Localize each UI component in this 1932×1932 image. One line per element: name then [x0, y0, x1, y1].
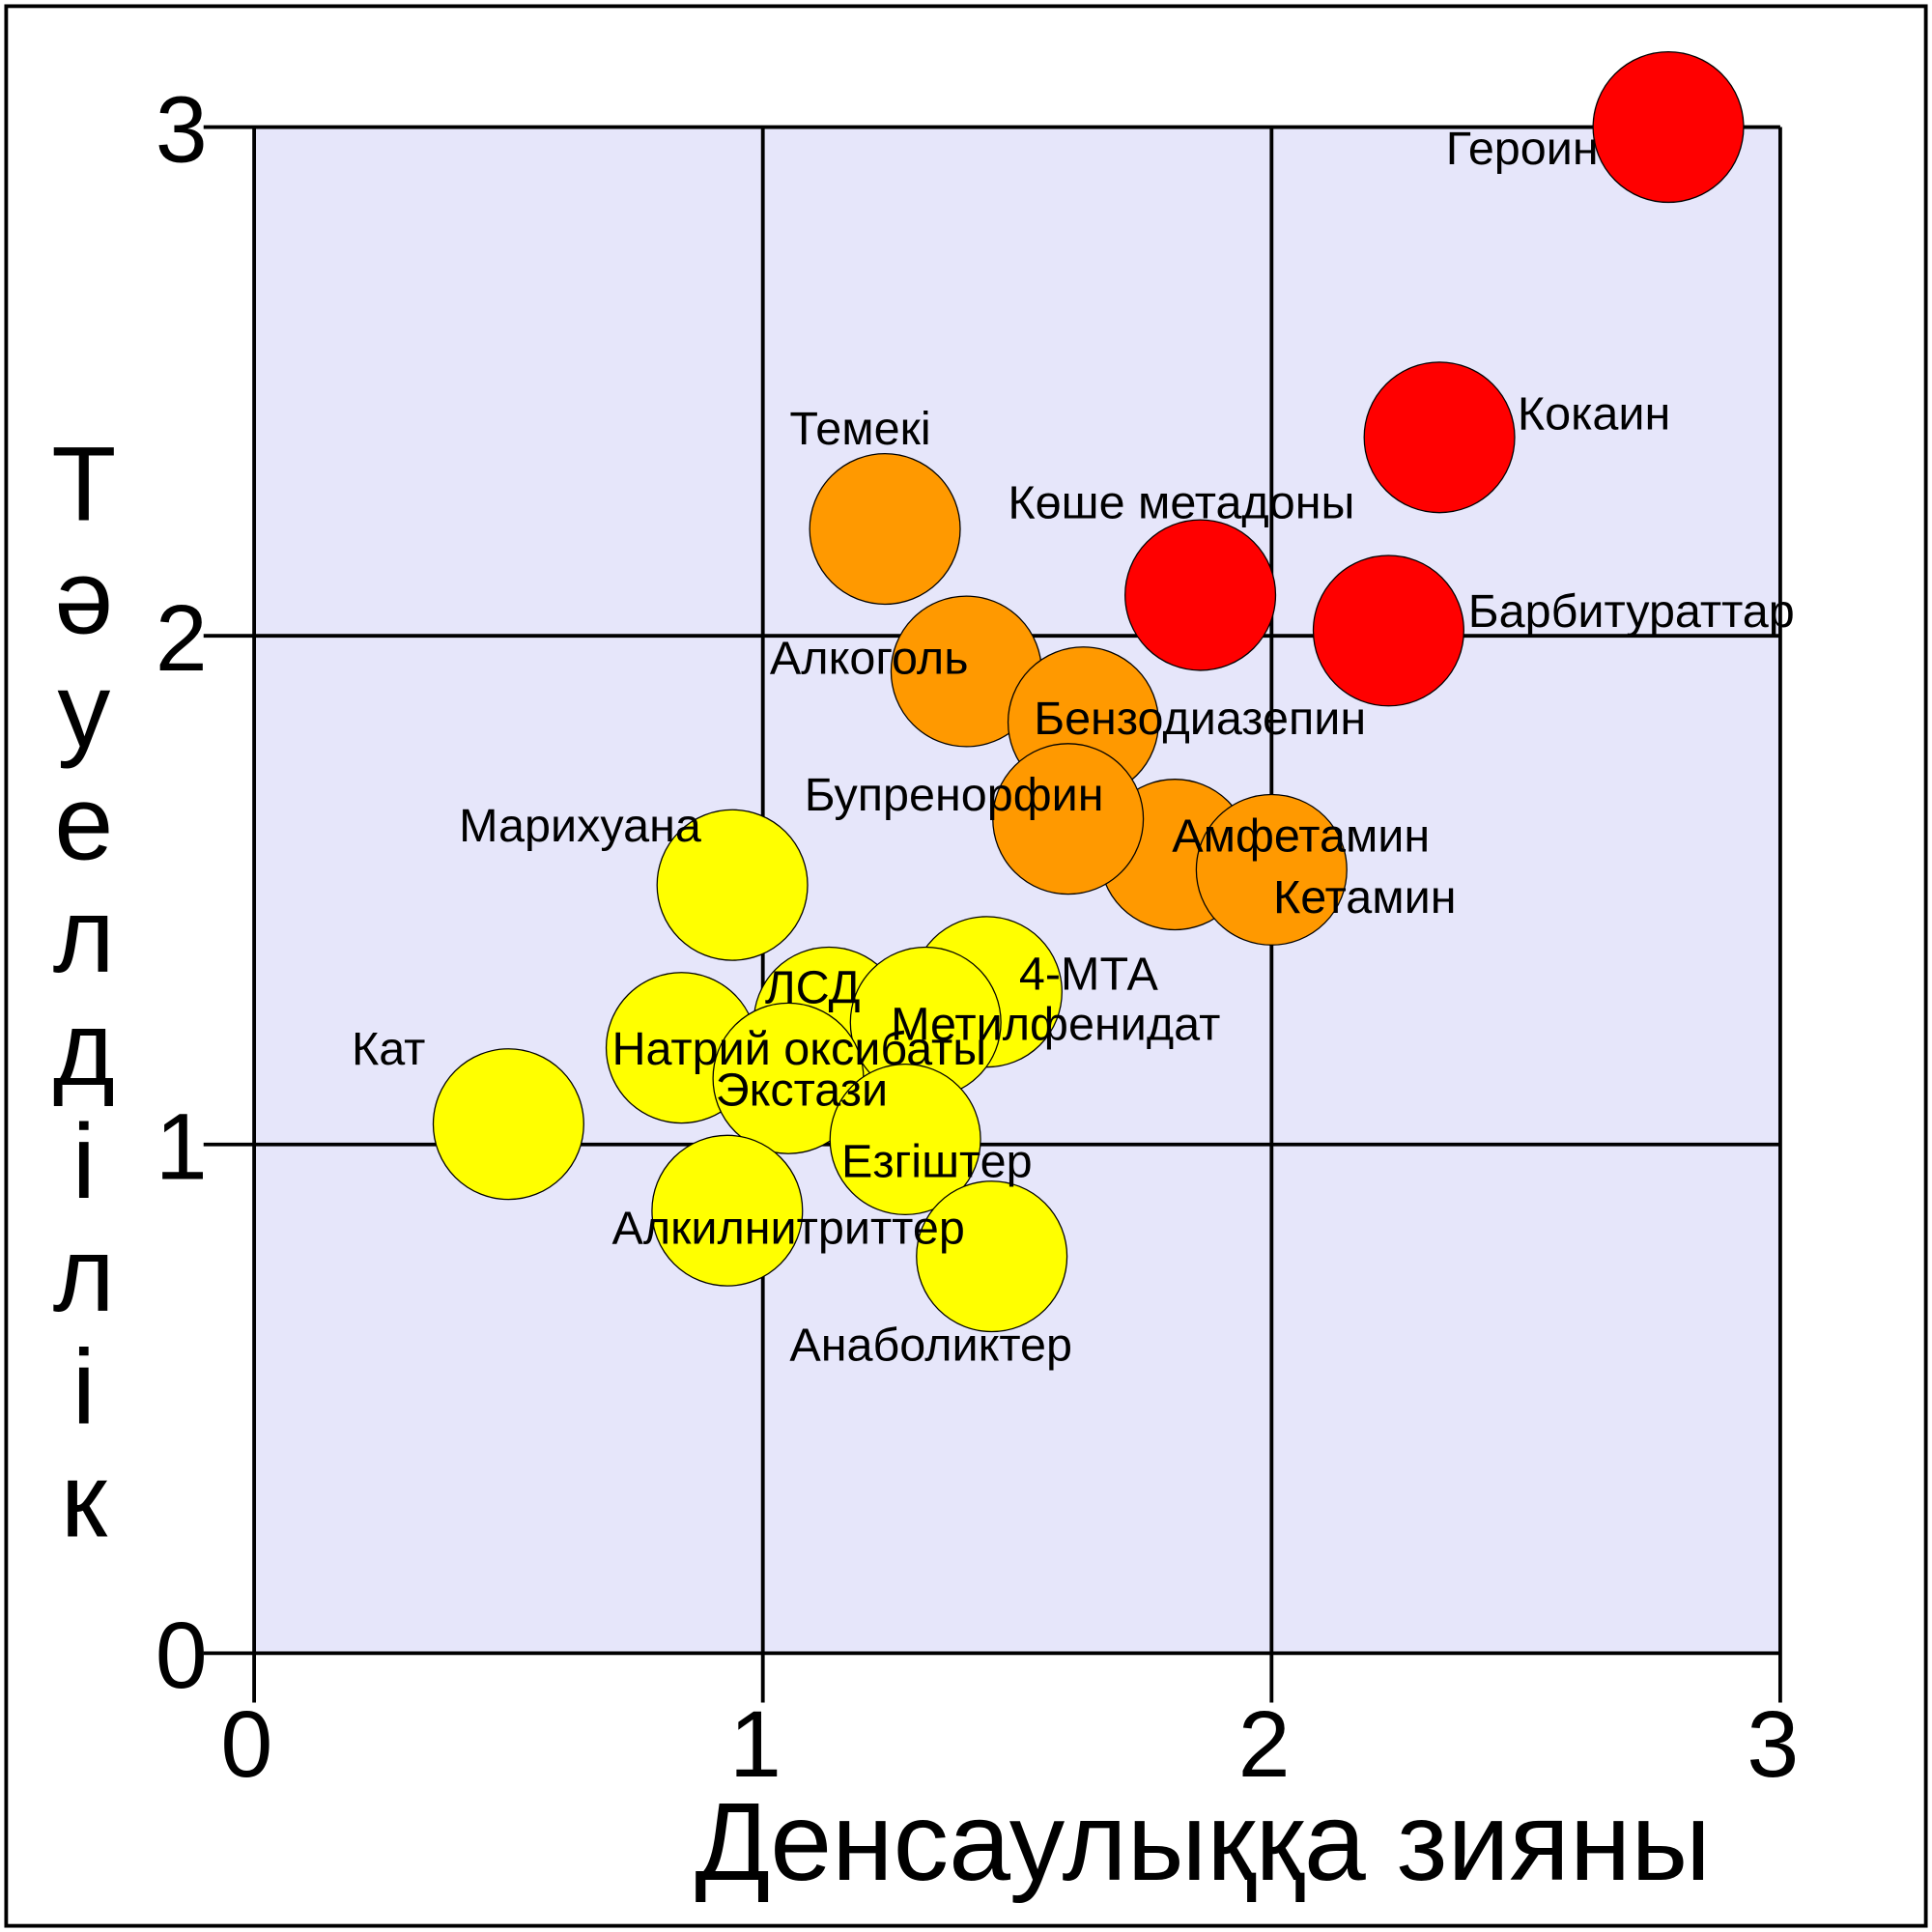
bubble: [809, 453, 961, 606]
point-label: Бензодиазепин: [1034, 693, 1366, 745]
bubble: [916, 1180, 1068, 1333]
point-label: Кетамин: [1273, 871, 1457, 923]
point-label: Героин: [1446, 123, 1599, 175]
point-label: Амфетамин: [1172, 810, 1430, 862]
x-tick-label: 1: [729, 1691, 781, 1797]
point-label: Кокаин: [1518, 387, 1670, 440]
point-label: Езгіштер: [841, 1135, 1033, 1187]
x-tick-label: 0: [220, 1691, 272, 1797]
point-label: Темекі: [789, 403, 930, 455]
bubble: [1195, 793, 1348, 946]
y-tick-label: 0: [156, 1603, 208, 1708]
point-label: Натрий оксибаты: [611, 1023, 986, 1075]
point-label: Анаболиктер: [789, 1320, 1072, 1372]
y-tick-label: 3: [156, 76, 208, 182]
y-tick-label: 2: [156, 585, 208, 691]
point-label: Экстази: [716, 1064, 888, 1116]
bubble: [1363, 361, 1516, 514]
y-tick-label: 1: [156, 1094, 208, 1200]
point-label: ЛСД: [765, 961, 861, 1013]
point-label: Барбитураттар: [1468, 585, 1795, 638]
point-label: 4-МТА: [1019, 948, 1159, 1000]
bubble: [992, 743, 1145, 895]
point-label: Марихуана: [459, 800, 701, 852]
point-label: Метилфенидат: [891, 999, 1220, 1051]
bubble: [1124, 519, 1277, 671]
plot-area: [254, 127, 1780, 1654]
y-axis-title: Тәуелділік: [25, 426, 143, 1555]
point-label: Көше метадоны: [1008, 476, 1354, 528]
point-label: Бупренорфин: [805, 769, 1104, 821]
bubble: [432, 1048, 584, 1201]
point-label: Алкоголь: [770, 632, 969, 684]
bubble: [1592, 51, 1745, 204]
bubble: [1312, 554, 1464, 707]
x-tick-label: 3: [1747, 1691, 1799, 1797]
point-label: Кат: [352, 1023, 425, 1075]
bubble: [829, 1063, 981, 1216]
plot: 0 1 2 3 0 1 2 3 Героин Кокаин Көше метадоны Барбиту…: [156, 51, 1799, 1797]
bubble: [656, 809, 809, 961]
point-label: Алкилнитриттер: [611, 1202, 964, 1254]
x-axis-title: Денсаулыққа зияны: [695, 1780, 1711, 1904]
bubble: [651, 1134, 804, 1287]
x-tick-label: 2: [1238, 1691, 1291, 1797]
